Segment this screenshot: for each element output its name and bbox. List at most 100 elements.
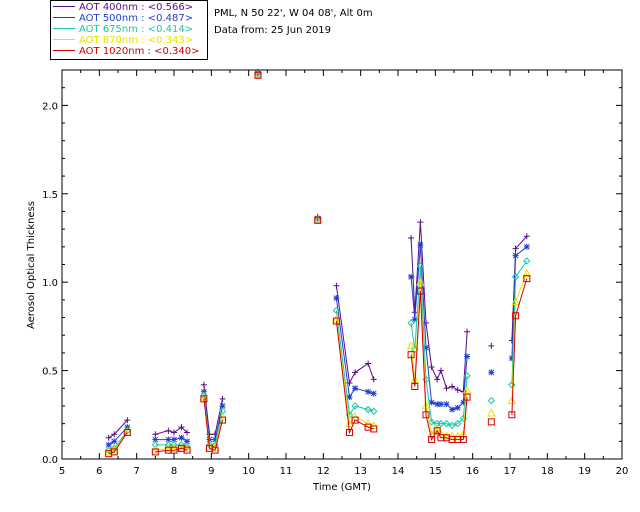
y-tick-label: 0.0 [42, 455, 58, 466]
series-line [155, 447, 188, 453]
data-point [184, 438, 191, 445]
data-point [407, 319, 415, 327]
data-point [111, 438, 118, 445]
data-point [346, 394, 353, 401]
series-line [410, 290, 468, 441]
data-point [254, 71, 262, 79]
series-line [511, 273, 528, 401]
data-point [428, 399, 435, 406]
data-point [422, 411, 430, 419]
data-point [523, 243, 530, 250]
data-point [512, 245, 519, 252]
legend-swatch-500nm [53, 16, 75, 18]
data-point [454, 419, 462, 428]
data-point [370, 390, 377, 397]
series-layer [104, 68, 532, 458]
data-point [352, 385, 359, 392]
x-tick-label: 8 [171, 466, 177, 477]
x-tick-label: 18 [541, 466, 554, 477]
data-point [508, 411, 516, 419]
data-point [488, 369, 495, 376]
x-tick-label: 16 [466, 466, 479, 477]
data-point [183, 446, 191, 454]
data-point [151, 441, 160, 449]
data-point [448, 421, 456, 430]
data-point [370, 376, 377, 383]
data-point [464, 328, 471, 335]
data-point [205, 442, 214, 451]
data-point [178, 434, 185, 441]
x-tick-label: 17 [504, 466, 517, 477]
data-point [442, 419, 451, 428]
legend-swatch-870nm [53, 38, 75, 40]
x-tick-label: 7 [133, 466, 139, 477]
data-point [219, 402, 226, 409]
legend-item-1020nm: AOT 1020nm : <0.340> [53, 46, 199, 57]
location-text: PML, N 50 22', W 04 08', Alt 0m [214, 8, 373, 19]
legend-label-500nm: AOT 500nm : <0.487> [79, 13, 194, 24]
data-point [123, 428, 131, 436]
legend-item-500nm: AOT 500nm : <0.487> [53, 13, 193, 24]
data-point [183, 442, 191, 451]
data-point [351, 402, 359, 410]
data-point [512, 312, 520, 320]
y-tick-label: 2.0 [42, 101, 58, 112]
data-point [508, 381, 516, 389]
data-point [434, 376, 441, 383]
x-tick-label: 10 [242, 466, 255, 477]
data-point [332, 317, 340, 325]
data-point [417, 242, 424, 249]
legend-label-870nm: AOT 870nm : <0.343> [79, 35, 194, 46]
legend-swatch-675nm [53, 27, 75, 29]
data-point [443, 401, 450, 408]
data-point [428, 436, 436, 444]
data-point [434, 401, 441, 408]
data-point [462, 385, 472, 394]
data-point [523, 233, 530, 240]
data-point [443, 385, 450, 392]
data-point [407, 351, 415, 359]
data-point [110, 448, 118, 456]
y-tick-label: 1.5 [42, 190, 58, 201]
x-tick-label: 11 [280, 466, 293, 477]
data-point [459, 436, 467, 444]
data-point [104, 446, 113, 454]
series-1 [105, 70, 530, 448]
data-point [423, 319, 429, 326]
y-tick-label: 0.5 [42, 367, 58, 378]
data-point [416, 262, 425, 270]
data-point [345, 428, 353, 436]
data-point [363, 419, 373, 428]
legend-label-675nm: AOT 675nm : <0.414> [79, 24, 194, 35]
data-point [428, 364, 435, 371]
data-point [365, 388, 372, 395]
data-point [219, 416, 227, 424]
legend-label-400nm: AOT 400nm : <0.566> [79, 2, 194, 13]
data-point [423, 344, 429, 351]
data-point [408, 273, 415, 280]
data-point [437, 367, 444, 374]
data-point [332, 306, 341, 315]
data-point [406, 341, 416, 350]
data-point [464, 353, 471, 360]
data-point [151, 448, 159, 456]
data-point [460, 399, 467, 406]
data-point [105, 441, 112, 448]
data-point [255, 70, 261, 77]
data-point [150, 445, 160, 454]
data-point [433, 427, 441, 435]
data-point [164, 443, 173, 452]
x-tick-label: 5 [59, 466, 65, 477]
legend-swatch-400nm [53, 5, 75, 7]
legend-label-1020nm: AOT 1020nm : <0.340> [79, 46, 200, 57]
data-point [218, 407, 227, 415]
data-point [511, 297, 520, 306]
data-point [314, 216, 322, 224]
legend-item-400nm: AOT 400nm : <0.566> [53, 2, 193, 13]
data-point [508, 355, 515, 362]
legend-swatch-1020nm [53, 49, 75, 51]
data-point [511, 273, 520, 281]
series-3 [104, 70, 532, 456]
x-tick-label: 12 [317, 466, 330, 477]
x-axis: 5 6 7 8 9 10 11 12 13 14 15 16 17 18 19 20 [59, 70, 628, 477]
